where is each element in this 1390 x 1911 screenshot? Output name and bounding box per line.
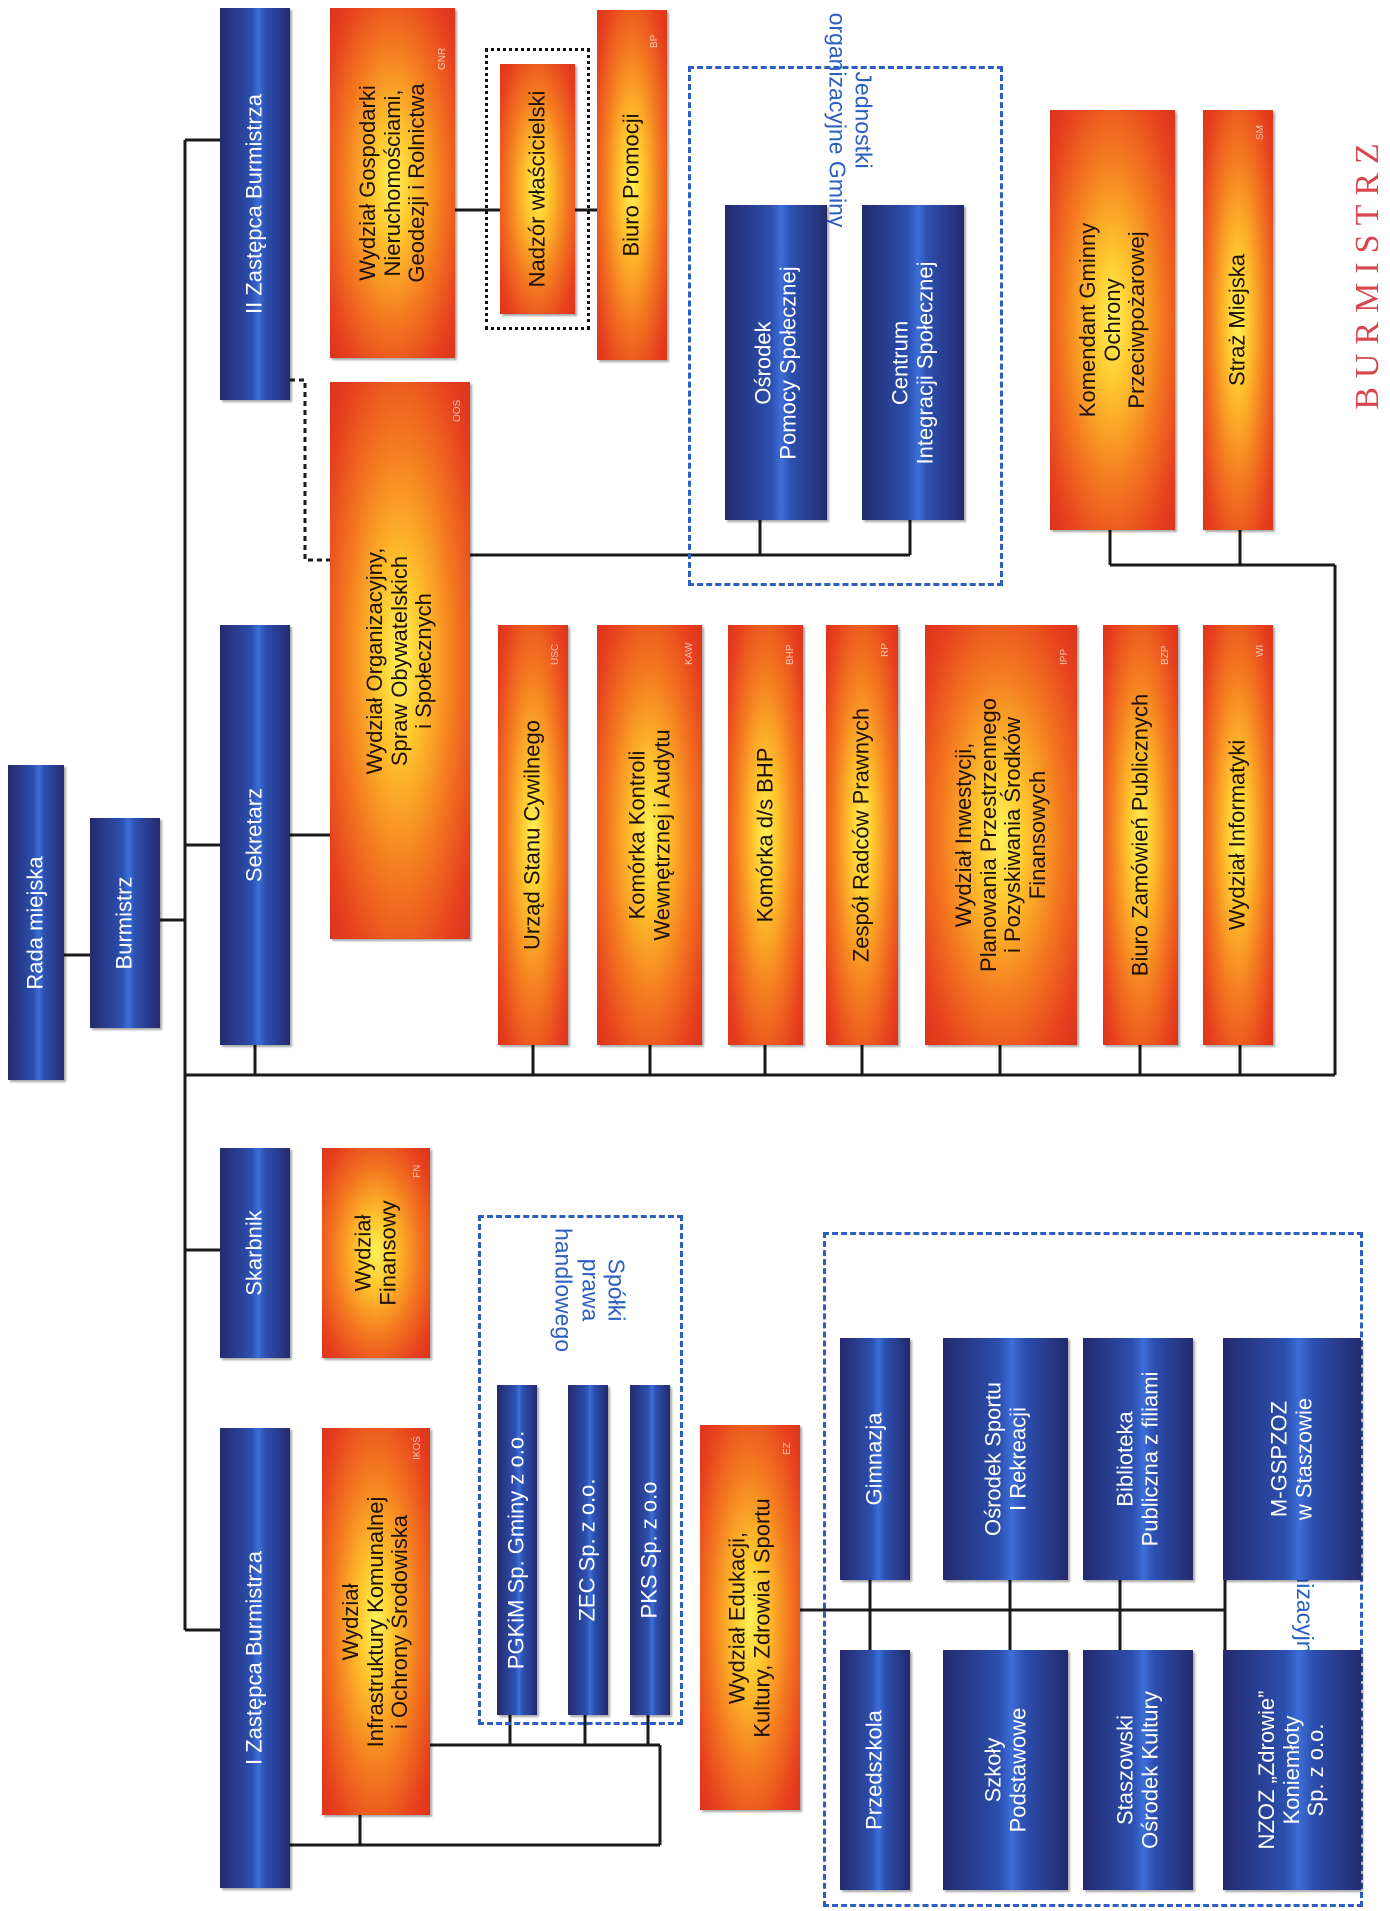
wydzial-edukacji-box: Wydział Edukacji, Kultury, Zdrowia i Spo… (700, 1425, 800, 1810)
straz-miejska-code: SM (1255, 125, 1266, 140)
urzad-stanu-cywilnego-code: USC (550, 643, 561, 665)
company-pgkim-box: PGKiM Sp. Gminy z o.o. (497, 1385, 537, 1715)
biuro-promocji-label: Biuro Promocji (618, 113, 644, 257)
biuro-promocji-box: Biuro Promocji BP (597, 10, 667, 360)
wydzial-informatyki-code: WI (1255, 644, 1266, 657)
sekretarz-box: Sekretarz (220, 625, 290, 1045)
zespol-radcow-code: RP (880, 643, 891, 657)
wydzial-gospodarki-box: Wydział Gospodarki Nieruchomościami, Geo… (330, 8, 455, 358)
jednostki-top-title: Jednostki organizacyjne Gminy (824, 12, 877, 228)
burmistrz-box: Burmistrz (90, 818, 160, 1028)
nzoz-zdrowie-box: NZOZ „Zdrowie” Koniemłoty Sp. z o.o. (1223, 1650, 1361, 1890)
wydzial-inwestycji-label: Wydział Inwestycji, Planowania Przestrze… (950, 698, 1050, 972)
ii-zastepca-box: II Zastępca Burmistrza (220, 8, 290, 400)
straz-miejska-label: Straż Miejska (1224, 253, 1250, 387)
biuro-zamowien-box: Biuro Zamówień Publicznych BZP (1103, 625, 1178, 1045)
osrodek-sportu-box: Ośrodek Sportu I Rekreacji (943, 1338, 1068, 1580)
straz-miejska-box: Straż Miejska SM (1203, 110, 1273, 530)
zespol-radcow-box: Zespół Radców Prawnych RP (826, 625, 898, 1045)
nzoz-zdrowie-label: NZOZ „Zdrowie” Koniemłoty Sp. z o.o. (1254, 1690, 1329, 1850)
spolki-frame (478, 1215, 683, 1725)
biblioteka-box: Biblioteka Publiczna z filiami (1083, 1338, 1193, 1580)
wydzial-edukacji-label: Wydział Edukacji, Kultury, Zdrowia i Spo… (724, 1497, 774, 1738)
szkoly-podstawowe-box: Szkoły Podstawowe (943, 1650, 1068, 1890)
company-zec-label: ZEC Sp. z o.o. (574, 1478, 600, 1622)
wydzial-organizacyjny-code: OOS (452, 399, 463, 422)
biuro-zamowien-label: Biuro Zamówień Publicznych (1127, 693, 1153, 977)
wydzial-inwestycji-box: Wydział Inwestycji, Planowania Przestrze… (925, 625, 1077, 1045)
osrodek-sportu-label: Ośrodek Sportu I Rekreacji (979, 1381, 1030, 1537)
staszowski-osrodek-kultury-label: Staszowski Ośrodek Kultury (1112, 1691, 1162, 1849)
gimnazja-box: Gimnazja (840, 1338, 910, 1580)
komendant-gminny-label: Komendant Gminny Ochrony Przeciwpożarowe… (1074, 222, 1149, 418)
komorka-bhp-label: Komórka d/s BHP (752, 747, 778, 923)
skarbnik-label: Skarbnik (241, 1210, 267, 1296)
i-zastepca-label: I Zastępca Burmistrza (241, 1551, 267, 1765)
rada-miejska-box: Rada miejska (8, 765, 64, 1080)
wydzial-infrastruktury-code: IKOŚ (412, 1436, 423, 1460)
company-zec-box: ZEC Sp. z o.o. (568, 1385, 608, 1715)
urzad-stanu-cywilnego-box: Urząd Stanu Cywilnego USC (498, 625, 568, 1045)
centrum-integracji-box: Centrum Integracji Społecznej (862, 205, 964, 520)
wydzial-gospodarki-label: Wydział Gospodarki Nieruchomościami, Geo… (354, 83, 429, 283)
nadzor-dotted-frame (485, 48, 590, 330)
company-pks-label: PKS Sp. z o.o (636, 1481, 662, 1619)
m-gspzoz-box: M-GSPZOZ w Staszowie (1223, 1338, 1361, 1580)
jednostki-bottom-frame (823, 1232, 1363, 1907)
komendant-gminny-box: Komendant Gminny Ochrony Przeciwpożarowe… (1050, 110, 1175, 530)
company-pgkim-label: PGKiM Sp. Gminy z o.o. (503, 1430, 529, 1670)
osrodek-pomocy-label: Ośrodek Pomocy Społecznej (750, 265, 800, 460)
rada-miejska-label: Rada miejska (22, 855, 48, 990)
komorka-bhp-box: Komórka d/s BHP BHP (728, 625, 803, 1045)
wydzial-organizacyjny-box: Wydział Organizacyjny, Spraw Obywatelski… (330, 382, 470, 939)
komorka-kontroli-box: Komórka Kontroli Wewnętrznej i Audytu KA… (597, 625, 702, 1045)
company-pks-box: PKS Sp. z o.o (630, 1385, 670, 1715)
m-gspzoz-label: M-GSPZOZ w Staszowie (1266, 1397, 1316, 1521)
gimnazja-label: Gimnazja (861, 1412, 887, 1506)
sekretarz-label: Sekretarz (241, 787, 267, 883)
skarbnik-box: Skarbnik (220, 1148, 290, 1358)
wydzial-infrastruktury-box: Wydział Infrastruktury Komunalnej i Ochr… (322, 1428, 430, 1815)
wydzial-informatyki-label: Wydział Informatyki (1224, 739, 1250, 931)
wydzial-inwestycji-code: IPP (1059, 648, 1070, 665)
nadzor-wlascicielski-box: Nadzór właścicielski (500, 64, 575, 314)
urzad-stanu-cywilnego-label: Urząd Stanu Cywilnego (519, 720, 545, 950)
spolki-title: Spółki prawa handlowego (550, 1227, 630, 1353)
burmistrz-label: Burmistrz (111, 876, 137, 970)
przedszkola-label: Przedszkola (861, 1710, 887, 1830)
biblioteka-label: Biblioteka Publiczna z filiami (1112, 1371, 1162, 1547)
nadzor-wlascicielski-label: Nadzór właścicielski (524, 90, 550, 288)
osrodek-pomocy-box: Ośrodek Pomocy Społecznej (725, 205, 827, 520)
zespol-radcow-label: Zespół Radców Prawnych (848, 707, 874, 963)
wydzial-finansowy-label: Wydział Finansowy (350, 1200, 400, 1306)
przedszkola-box: Przedszkola (840, 1650, 910, 1890)
komorka-kontroli-label: Komórka Kontroli Wewnętrznej i Audytu (623, 729, 674, 941)
biuro-zamowien-code: BZP (1160, 645, 1171, 665)
wydzial-finansowy-code: FN (412, 1164, 423, 1178)
burmistrz-title: BURMISTRZ (1349, 134, 1386, 410)
wydzial-finansowy-box: Wydział Finansowy FN (322, 1148, 430, 1358)
biuro-promocji-code: BP (649, 34, 660, 48)
staszowski-osrodek-kultury-box: Staszowski Ośrodek Kultury (1083, 1650, 1193, 1890)
wydzial-organizacyjny-label: Wydział Organizacyjny, Spraw Obywatelski… (362, 547, 437, 774)
szkoly-podstawowe-label: Szkoły Podstawowe (979, 1707, 1030, 1833)
komorka-bhp-code: BHP (785, 644, 796, 665)
ii-zastepca-label: II Zastępca Burmistrza (241, 93, 267, 315)
wydzial-informatyki-box: Wydział Informatyki WI (1203, 625, 1273, 1045)
i-zastepca-box: I Zastępca Burmistrza (220, 1428, 290, 1888)
centrum-integracji-label: Centrum Integracji Społecznej (887, 260, 937, 465)
wydzial-infrastruktury-label: Wydział Infrastruktury Komunalnej i Ochr… (338, 1496, 413, 1747)
wydzial-edukacji-code: EZ (782, 1442, 793, 1455)
jednostki-top-frame (688, 66, 1003, 586)
wydzial-gospodarki-code: GNR (437, 47, 448, 70)
komorka-kontroli-code: KAW (684, 642, 695, 665)
